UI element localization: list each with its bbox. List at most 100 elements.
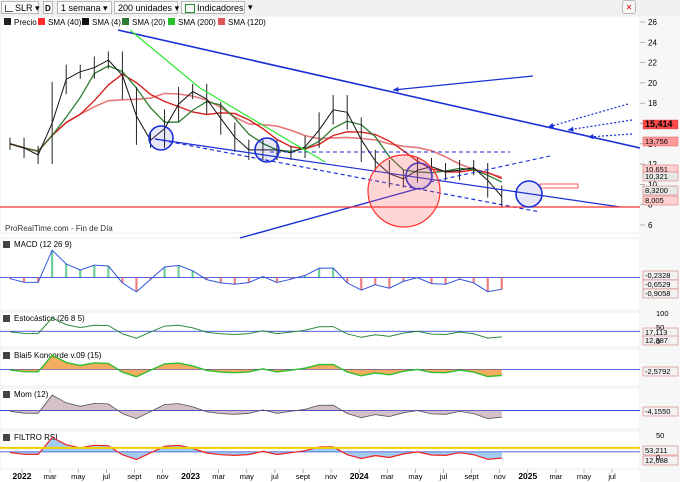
support-zone-circle xyxy=(367,154,441,228)
legend-swatch xyxy=(38,18,45,25)
x-tick-label: may xyxy=(408,472,422,481)
highlight-circle xyxy=(148,125,174,151)
macd-line xyxy=(9,249,502,293)
pane-icon xyxy=(3,241,10,248)
pane-backgrounds xyxy=(0,16,680,482)
price-label-box xyxy=(642,366,679,377)
price-label: 10,321 xyxy=(645,172,668,181)
pane-icon xyxy=(3,391,10,398)
chevron-down-icon: ▾ xyxy=(35,3,40,13)
price-label: 12,387 xyxy=(645,336,668,345)
chevron-down-icon: ▾ xyxy=(174,3,180,13)
dotted-arrow xyxy=(587,133,633,138)
highlight-circle xyxy=(254,137,280,163)
x-tick-label: 2023 xyxy=(181,471,200,481)
price-label: -0,9058 xyxy=(645,289,670,298)
rsi-area xyxy=(10,437,502,460)
pane-icon xyxy=(3,434,10,441)
x-tick-label: sept xyxy=(296,472,311,481)
price-label: 8,005 xyxy=(645,196,664,205)
x-tick-label: may xyxy=(71,472,85,481)
price-label: 53,211 xyxy=(645,446,667,455)
x-tick-label: sept xyxy=(465,472,480,481)
x-tick-label: 2024 xyxy=(350,471,369,481)
price-label: -0,6529 xyxy=(645,280,670,289)
legend-swatch xyxy=(168,18,175,25)
legend-label: SMA (120) xyxy=(228,18,266,27)
symbol-label: SLR xyxy=(15,3,33,13)
pane-title: FILTRO RSI xyxy=(14,433,57,442)
y-tick-label: 20 xyxy=(648,79,657,88)
watermark: ProRealTime.com - Fin de Día xyxy=(5,224,113,233)
x-tick-label: may xyxy=(240,472,254,481)
x-tick-label: mar xyxy=(381,472,394,481)
chevron-down-icon[interactable]: ▾ xyxy=(248,2,253,12)
price-label: 13,756 xyxy=(645,137,668,146)
green-trend-line xyxy=(199,87,326,163)
price-label: 17,113 xyxy=(645,328,667,337)
highlight-circle xyxy=(405,162,433,190)
interval-selector[interactable]: 1 semana ▾ xyxy=(57,1,112,14)
units-selector[interactable]: 200 unidades ▾ xyxy=(114,1,180,14)
price-label: 15,414 xyxy=(645,119,673,129)
legend-label: SMA (40) xyxy=(48,18,82,27)
close-icon[interactable]: ✕ xyxy=(622,0,636,14)
price-label-box xyxy=(642,455,679,466)
legend-swatch xyxy=(82,18,89,25)
x-tick-label: nov xyxy=(156,472,168,481)
dotted-arrow xyxy=(547,103,629,128)
y-tick-label: 6 xyxy=(648,221,653,230)
y-tick-label: 26 xyxy=(648,18,657,27)
y-tick-label: 12 xyxy=(648,160,657,169)
pane-icon xyxy=(3,352,10,359)
x-tick-label: mar xyxy=(549,472,562,481)
sma20-line xyxy=(9,65,503,183)
price-chart[interactable]: 26242220181614121086 2022marmayjulseptno… xyxy=(0,16,680,482)
x-tick-label: jul xyxy=(439,472,448,481)
rsi-line xyxy=(9,436,502,461)
pane-icon xyxy=(3,315,10,322)
legend-label: Precio xyxy=(14,18,37,27)
price-label: -2,5792 xyxy=(645,367,670,376)
support-arrow-line xyxy=(239,187,421,239)
dashed-channel-lower xyxy=(154,138,541,213)
legend-label: SMA (200) xyxy=(178,18,216,27)
sma4-line xyxy=(9,59,503,197)
price-label-box xyxy=(642,445,679,456)
price-label-box xyxy=(642,185,679,196)
dotted-arrow-head xyxy=(588,134,594,140)
y-tick-label: 24 xyxy=(648,38,657,47)
pane-title: MACD (12 26 9) xyxy=(14,240,72,249)
x-tick-label: nov xyxy=(494,472,506,481)
legend-swatch xyxy=(218,18,225,25)
dotted-arrow-head xyxy=(568,126,574,132)
pane-y-tick: 100 xyxy=(656,309,669,318)
chevron-down-icon: ▾ xyxy=(103,3,108,13)
pane-y-tick: 0 xyxy=(656,337,660,346)
momentum-line xyxy=(9,394,502,420)
price-label-box xyxy=(642,136,679,147)
momentum-area xyxy=(10,395,502,419)
pane-y-tick: 50 xyxy=(656,323,664,332)
stochastic-line xyxy=(9,317,502,339)
price-label-box xyxy=(642,288,679,299)
y-tick-label: 22 xyxy=(648,59,657,68)
toolbar: SLR ▾ D 1 semana ▾ 200 unidades ▾ Indica… xyxy=(0,0,680,17)
price-label: -4,1550 xyxy=(645,407,670,416)
legend-label: SMA (20) xyxy=(132,18,166,27)
dotted-arrow xyxy=(567,119,633,131)
target-arrow-head xyxy=(393,86,399,93)
indicators-button[interactable]: Indicadores xyxy=(181,1,245,14)
price-label: 10,651 xyxy=(645,165,668,174)
price-label-box xyxy=(642,119,679,130)
x-tick-label: 2022 xyxy=(13,471,32,481)
symbol-selector[interactable]: SLR ▾ xyxy=(1,1,40,14)
x-tick-label: jul xyxy=(270,472,279,481)
price-label-box xyxy=(642,171,679,182)
units-label: 200 unidades xyxy=(118,3,173,13)
pane-title: Estocástico (26 8 5) xyxy=(14,314,85,323)
daily-button[interactable]: D xyxy=(43,1,53,14)
legend-label: SMA (4) xyxy=(92,18,121,27)
price-label-box xyxy=(642,195,679,206)
price-label: -0,2328 xyxy=(645,271,670,280)
